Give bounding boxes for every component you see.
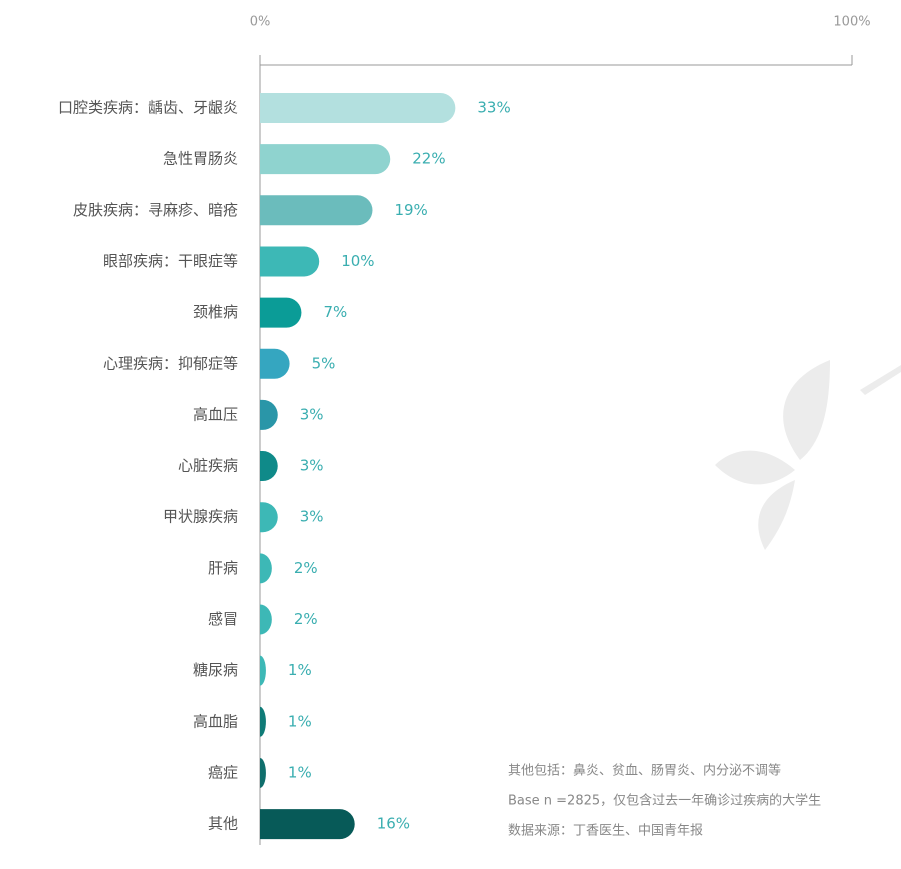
value-label: 10%: [341, 252, 374, 270]
bar: [260, 809, 355, 840]
value-label: 3%: [300, 457, 324, 475]
category-label: 颈椎病: [193, 303, 238, 321]
value-label: 2%: [294, 559, 318, 577]
bar: [260, 655, 266, 686]
x-tick-label: 100%: [833, 15, 870, 30]
bar: [260, 553, 272, 584]
value-label: 16%: [377, 815, 410, 833]
bar: [260, 297, 302, 328]
bar: [260, 399, 278, 430]
bar: [260, 348, 290, 379]
value-label: 7%: [323, 303, 347, 321]
value-label: 1%: [288, 712, 312, 730]
category-label: 感冒: [208, 610, 238, 628]
bar: [260, 604, 272, 635]
category-label: 高血脂: [193, 712, 238, 730]
value-label: 5%: [312, 354, 336, 372]
value-label: 1%: [288, 661, 312, 679]
value-label: 1%: [288, 763, 312, 781]
bar: [260, 706, 266, 737]
bar: [260, 502, 278, 533]
category-label: 甲状腺疾病: [163, 508, 238, 526]
category-label: 癌症: [208, 763, 238, 781]
bar: [260, 451, 278, 482]
value-label: 3%: [300, 508, 324, 526]
category-label: 心理疾病：抑郁症等: [103, 354, 238, 372]
category-label: 心脏疾病: [178, 457, 238, 475]
value-label: 22%: [412, 150, 445, 168]
bar: [260, 144, 391, 175]
bar: [260, 93, 456, 123]
decoration: [715, 360, 901, 550]
value-label: 3%: [300, 405, 324, 423]
value-label: 33%: [477, 99, 510, 117]
note: Base n =2825，仅包含过去一年确诊过疾病的大学生: [508, 793, 821, 809]
category-label: 高血压: [193, 405, 238, 423]
category-label: 皮肤疾病：寻麻疹、暗疮: [73, 201, 238, 219]
category-label: 其他: [208, 815, 238, 833]
bar: [260, 195, 373, 226]
x-tick-label: 0%: [250, 15, 271, 30]
note: 数据来源：丁香医生、中国青年报: [508, 824, 703, 839]
bar: [260, 757, 266, 788]
category-label: 肝病: [208, 559, 238, 577]
bar: [260, 246, 320, 277]
category-label: 眼部疾病：干眼症等: [103, 252, 238, 270]
category-label: 糖尿病: [193, 661, 238, 679]
value-label: 19%: [394, 201, 427, 219]
category-label: 急性胃肠炎: [163, 150, 238, 168]
value-label: 2%: [294, 610, 318, 628]
note: 其他包括：鼻炎、贫血、肠胃炎、内分泌不调等: [508, 763, 781, 779]
category-label: 口腔类疾病：龋齿、牙龈炎: [58, 99, 238, 117]
